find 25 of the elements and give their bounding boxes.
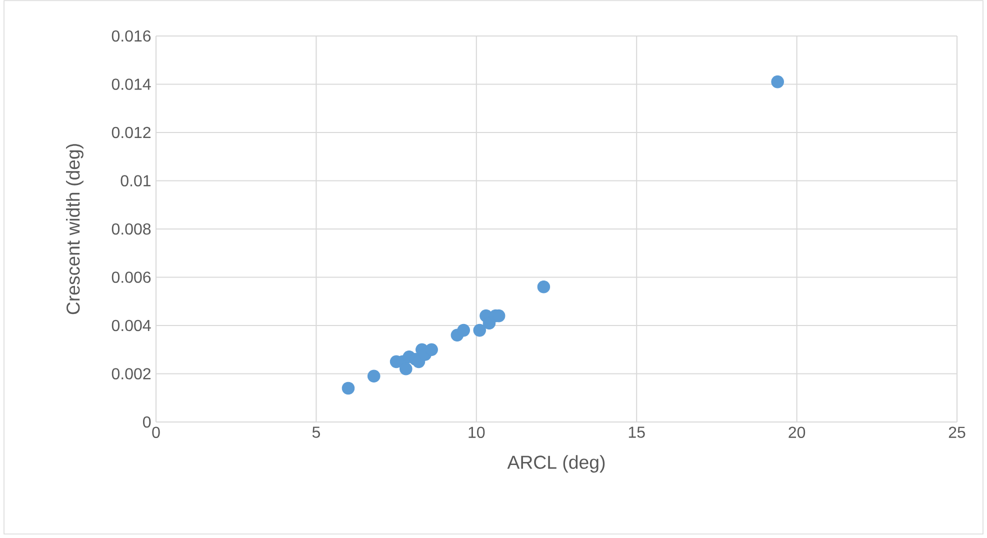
point — [367, 370, 380, 383]
x-tick-label: 10 — [468, 426, 485, 438]
x-tick-label: 15 — [628, 426, 645, 438]
y-tick-label: 0.008 — [112, 223, 151, 235]
point — [537, 280, 550, 294]
x-tick-label: 25 — [948, 426, 966, 438]
y-tick-label: 0.002 — [112, 368, 150, 380]
y-tick-label: 0.006 — [112, 272, 151, 283]
point — [400, 362, 412, 376]
y-tick-label: 0 — [143, 416, 151, 428]
x-tick-label: 0 — [152, 426, 160, 438]
y-tick-label: 0.016 — [112, 30, 151, 42]
y-axis-title: Crescent width (deg) — [66, 144, 84, 314]
x-tick-label: 5 — [312, 426, 320, 438]
x-tick-label: 20 — [788, 426, 806, 438]
point — [457, 324, 470, 337]
y-tick-label: 0.004 — [112, 320, 151, 332]
point — [771, 75, 784, 88]
y-tick-label: 0.012 — [112, 126, 150, 138]
point — [342, 382, 355, 395]
x-axis-title: ARCL (deg) — [507, 455, 605, 473]
point — [425, 343, 438, 356]
y-tick-label: 0.014 — [112, 78, 151, 90]
point — [473, 324, 486, 337]
y-tick-label: 0.01 — [120, 175, 151, 186]
